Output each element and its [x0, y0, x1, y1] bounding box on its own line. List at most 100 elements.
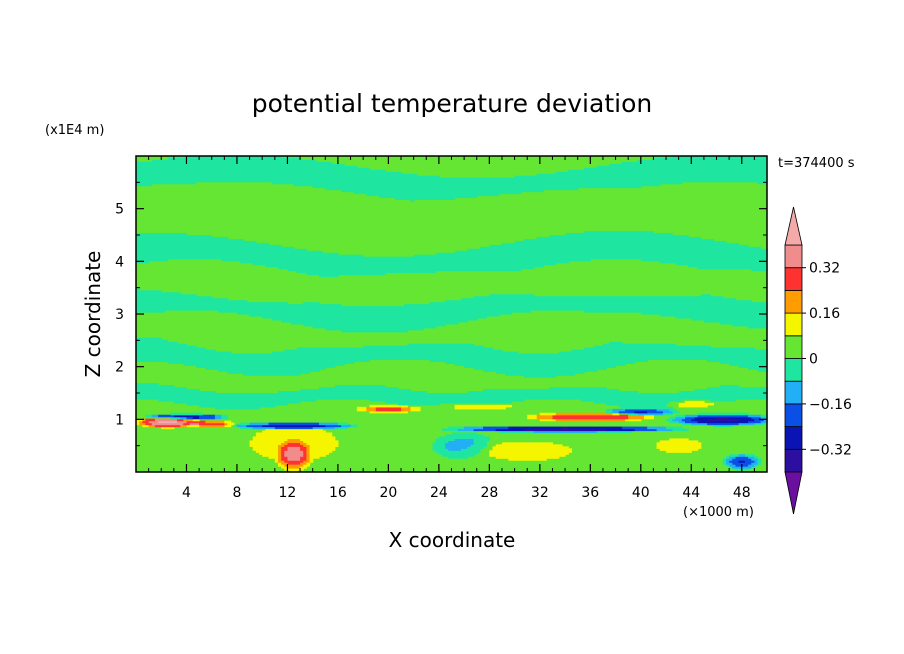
- contour-cell: [460, 298, 737, 301]
- contour-cell: [136, 248, 307, 252]
- contour-cell: [318, 387, 399, 390]
- contour-cell: [612, 408, 626, 412]
- contour-cell: [161, 426, 175, 430]
- contour-cell: [300, 462, 307, 465]
- contour-cell: [643, 414, 655, 418]
- contour-cell: [401, 408, 412, 412]
- contour-cell: [271, 351, 519, 355]
- time-label: t=374400 s: [778, 156, 855, 171]
- contour-cell: [186, 156, 282, 159]
- contour-cell: [445, 442, 475, 445]
- contour-cell: [214, 416, 222, 420]
- contour-cell: [227, 422, 235, 426]
- contour-cell: [224, 424, 232, 428]
- contour-cell: [287, 458, 301, 461]
- contour-cell: [609, 341, 623, 345]
- contour-cell: [429, 302, 768, 305]
- contour-cell: [669, 408, 677, 412]
- contour-cell: [341, 329, 408, 333]
- contour-cell: [136, 341, 178, 345]
- contour-cell: [489, 294, 535, 297]
- contour-cell: [691, 317, 768, 321]
- contour-cell: [612, 410, 620, 414]
- contour-cell: [492, 446, 569, 449]
- contour-cell: [136, 296, 213, 299]
- contour-cell: [259, 452, 279, 455]
- contour-cell: [252, 446, 279, 449]
- contour-cell: [445, 300, 752, 303]
- x-tick-label: 16: [329, 485, 347, 501]
- contour-cell: [287, 446, 301, 449]
- contour-cell: [549, 235, 689, 238]
- contour-cell: [760, 414, 768, 418]
- contour-cell: [659, 448, 699, 451]
- contour-cell: [438, 452, 478, 455]
- contour-cell: [448, 426, 465, 430]
- contour-cell: [281, 452, 285, 455]
- contour-cell: [483, 389, 620, 392]
- contour-cell: [697, 414, 749, 418]
- contour-cell: [268, 456, 279, 459]
- contour-cell: [539, 418, 557, 422]
- contour-cell: [214, 406, 260, 410]
- contour-cell: [394, 197, 456, 201]
- contour-cell: [306, 462, 311, 465]
- contour-cell: [306, 446, 311, 449]
- contour-cell: [139, 422, 147, 426]
- contour-cell: [552, 416, 629, 420]
- contour-cell: [445, 446, 468, 449]
- contour-cell: [719, 385, 740, 388]
- contour-cell: [277, 462, 282, 465]
- contour-cell: [445, 434, 484, 438]
- contour-cell: [136, 179, 768, 183]
- contour-cell: [483, 369, 598, 372]
- contour-cell: [710, 398, 737, 402]
- contour-cell: [634, 410, 648, 414]
- contour-cell: [375, 408, 402, 412]
- contour-cell: [255, 432, 333, 436]
- contour-cell: [558, 351, 768, 355]
- contour-cell: [284, 452, 304, 455]
- contour-cell: [549, 387, 607, 390]
- contour-cell: [309, 448, 336, 451]
- contour-cell: [640, 258, 768, 262]
- colorbar-over-triangle: [784, 206, 803, 246]
- contour-cell: [656, 444, 702, 447]
- contour-cell: [697, 266, 768, 270]
- contour-cell: [136, 359, 371, 362]
- contour-cell: [448, 448, 462, 451]
- contour-cell: [495, 371, 585, 374]
- contour-cell: [366, 408, 377, 412]
- contour-cell: [612, 412, 620, 416]
- contour-cell: [262, 430, 326, 434]
- contour-cell: [136, 383, 159, 386]
- x-tick-label: 12: [279, 485, 297, 501]
- contour-cell: [136, 290, 162, 293]
- contour-cell: [252, 436, 336, 440]
- contour-cell: [691, 418, 708, 422]
- contour-cell: [243, 373, 301, 376]
- contour-cell: [716, 416, 730, 420]
- contour-cell: [656, 446, 702, 449]
- contour-cell: [678, 402, 714, 406]
- contour-cell: [300, 442, 307, 445]
- contour-cell: [454, 438, 475, 441]
- contour-cell: [757, 462, 762, 465]
- contour-cell: [539, 412, 557, 416]
- contour-cell: [252, 448, 279, 451]
- contour-cell: [154, 418, 178, 422]
- contour-cell: [312, 426, 336, 430]
- contour-cell: [255, 434, 333, 438]
- contour-cell: [303, 460, 311, 463]
- contour-cell: [754, 464, 759, 467]
- contour-cell: [552, 414, 629, 418]
- contour-cell: [287, 268, 522, 272]
- contour-cell: [136, 236, 229, 240]
- contour-cell: [277, 446, 282, 449]
- contour-cell: [666, 418, 673, 422]
- contour-cell: [407, 343, 475, 347]
- contour-cell: [350, 424, 358, 428]
- contour-cell: [136, 173, 418, 177]
- contour-cell: [240, 422, 251, 426]
- contour-cell: [363, 345, 484, 349]
